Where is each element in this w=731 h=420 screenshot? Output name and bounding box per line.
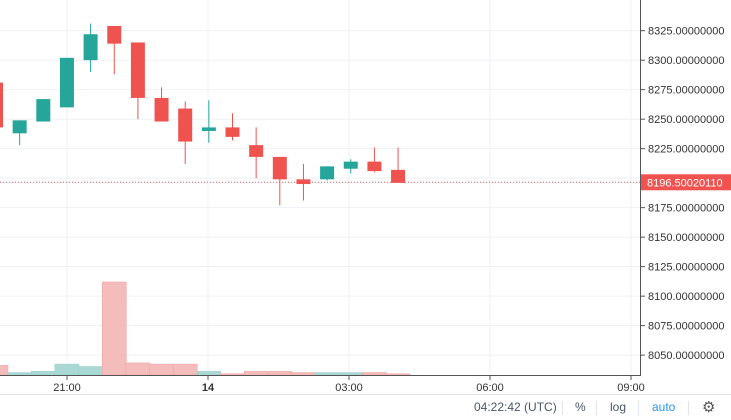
volume-bar [54,363,80,376]
candle-body [83,34,98,61]
candle-body [12,120,27,134]
volume-bar [149,363,174,376]
candle-body [107,25,122,44]
candle-body [130,42,145,98]
y-tick-label: 8225.00000000 [648,144,724,156]
candle-body [59,57,74,108]
candle-body [36,99,51,122]
y-tick-label: 8275.00000000 [648,85,724,97]
auto-toggle[interactable]: auto [652,400,676,414]
y-tick-label: 8050.00000000 [648,350,724,362]
candle-body [367,161,382,172]
volume-bar [338,372,364,376]
candle-body [225,127,240,137]
divider [688,401,689,415]
volume-bar [243,371,269,376]
candle-body [296,179,311,185]
y-tick-label: 8250.00000000 [648,114,724,126]
divider [596,401,597,415]
candle-body [320,166,335,180]
current-price-badge [641,174,731,191]
volume-bar [0,365,9,376]
candle-body [272,156,287,180]
volume-bar [314,372,340,376]
divider [638,401,639,415]
candle-body [154,97,169,122]
candle-body [178,108,193,142]
y-tick-label: 8325.00000000 [648,26,724,38]
current-price-label: 8196.50020110 [647,177,723,189]
candle-body [201,127,216,131]
x-tick-label: 03:00 [335,382,363,394]
y-tick-label: 8300.00000000 [648,55,724,67]
volume-bar [220,373,245,376]
candle-body [391,169,406,183]
x-tick-label: 09:00 [617,382,645,394]
candle-body [343,161,358,169]
volume-bar [78,366,103,376]
volume-bar [362,372,387,376]
volume-bar [7,372,32,376]
gear-icon[interactable]: ⚙ [702,399,716,416]
volume-bar [385,373,411,376]
y-tick-label: 8075.00000000 [648,321,724,333]
y-tick-label: 8100.00000000 [648,291,724,303]
candle-body [249,145,264,157]
y-tick-label: 8175.00000000 [648,203,724,215]
log-toggle[interactable]: log [610,400,627,414]
volume-bar [101,281,127,376]
x-tick-label: 14 [202,382,215,394]
volume-bar [172,363,198,376]
x-tick-label: 06:00 [476,382,504,394]
chart-canvas[interactable]: 8325.00000000 8300.00000000 8275.00000000 8… [0,0,731,394]
y-tick-label: 8125.00000000 [648,262,724,274]
y-tick-label: 8150.00000000 [648,232,724,244]
x-tick-label: 21:00 [53,382,81,394]
volume-bar [291,372,316,376]
clock-label: 04:22:42 (UTC) [474,400,557,414]
volume-bar [125,362,151,376]
volume-bar [196,371,222,376]
candle-body [0,82,3,128]
status-bar: 04:22:42 (UTC) % log auto ⚙ [0,394,731,420]
volume-bar [267,371,293,376]
divider [562,401,563,415]
percent-toggle[interactable]: % [575,400,586,414]
volume-bar [30,371,56,376]
